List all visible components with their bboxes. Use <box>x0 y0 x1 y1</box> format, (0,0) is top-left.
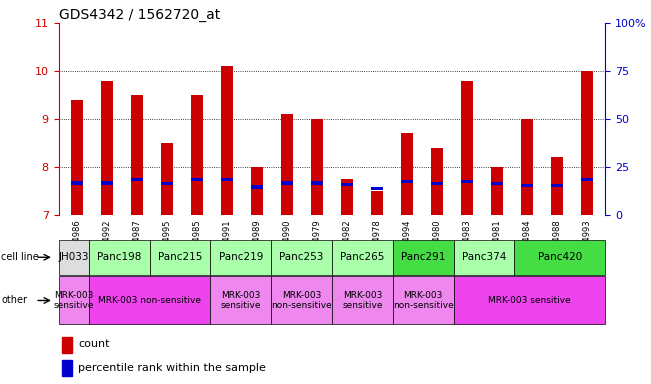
Text: MRK-003 sensitive: MRK-003 sensitive <box>488 296 571 305</box>
Bar <box>454 276 605 324</box>
Bar <box>251 185 263 189</box>
Text: MRK-003
sensitive: MRK-003 sensitive <box>53 291 94 310</box>
Text: JH033: JH033 <box>59 252 89 262</box>
Text: Panc374: Panc374 <box>462 252 506 262</box>
Text: Panc215: Panc215 <box>158 252 202 262</box>
Bar <box>581 178 594 181</box>
Bar <box>311 181 323 185</box>
Bar <box>62 360 72 376</box>
Bar <box>161 143 173 215</box>
Bar <box>150 240 210 275</box>
Bar <box>191 178 203 181</box>
Bar <box>161 182 173 185</box>
Bar <box>393 276 454 324</box>
Bar <box>271 240 332 275</box>
Bar <box>62 337 72 353</box>
Bar <box>89 276 210 324</box>
Text: MRK-003
sensitive: MRK-003 sensitive <box>342 291 383 310</box>
Bar <box>101 181 113 185</box>
Bar <box>70 100 83 215</box>
Bar <box>221 178 233 181</box>
Bar <box>332 240 393 275</box>
Text: other: other <box>1 295 27 306</box>
Bar <box>89 240 150 275</box>
Bar <box>131 178 143 181</box>
Bar <box>551 184 563 187</box>
Bar <box>281 114 293 215</box>
Bar <box>401 179 413 183</box>
Bar <box>454 240 514 275</box>
Text: MRK-003
sensitive: MRK-003 sensitive <box>221 291 261 310</box>
Text: cell line: cell line <box>1 252 39 262</box>
Bar <box>341 183 353 186</box>
Bar <box>210 276 271 324</box>
Bar <box>492 167 503 215</box>
Bar <box>341 179 353 215</box>
Bar <box>431 182 443 185</box>
Bar <box>70 181 83 185</box>
Bar <box>521 119 533 215</box>
Bar <box>332 276 393 324</box>
Bar <box>59 276 89 324</box>
Text: Panc219: Panc219 <box>219 252 263 262</box>
Bar <box>461 179 473 183</box>
Bar <box>431 148 443 215</box>
Text: count: count <box>78 339 110 349</box>
Text: MRK-003
non-sensitive: MRK-003 non-sensitive <box>271 291 332 310</box>
Bar <box>393 240 454 275</box>
Text: MRK-003 non-sensitive: MRK-003 non-sensitive <box>98 296 201 305</box>
Text: Panc253: Panc253 <box>279 252 324 262</box>
Bar <box>551 157 563 215</box>
Bar <box>59 240 89 275</box>
Bar <box>101 81 113 215</box>
Text: Panc420: Panc420 <box>538 252 582 262</box>
Bar <box>251 167 263 215</box>
Bar <box>521 184 533 187</box>
Text: Panc265: Panc265 <box>340 252 385 262</box>
Bar <box>371 187 383 190</box>
Bar <box>401 134 413 215</box>
Bar <box>514 240 605 275</box>
Text: percentile rank within the sample: percentile rank within the sample <box>78 363 266 373</box>
Bar <box>281 181 293 185</box>
Bar <box>271 276 332 324</box>
Bar <box>131 95 143 215</box>
Bar <box>210 240 271 275</box>
Text: GDS4342 / 1562720_at: GDS4342 / 1562720_at <box>59 8 220 22</box>
Bar <box>191 95 203 215</box>
Bar <box>492 182 503 185</box>
Text: MRK-003
non-sensitive: MRK-003 non-sensitive <box>393 291 454 310</box>
Text: Panc198: Panc198 <box>97 252 141 262</box>
Bar <box>371 191 383 215</box>
Bar <box>581 71 594 215</box>
Bar <box>311 119 323 215</box>
Text: Panc291: Panc291 <box>401 252 445 262</box>
Bar <box>221 66 233 215</box>
Bar <box>461 81 473 215</box>
